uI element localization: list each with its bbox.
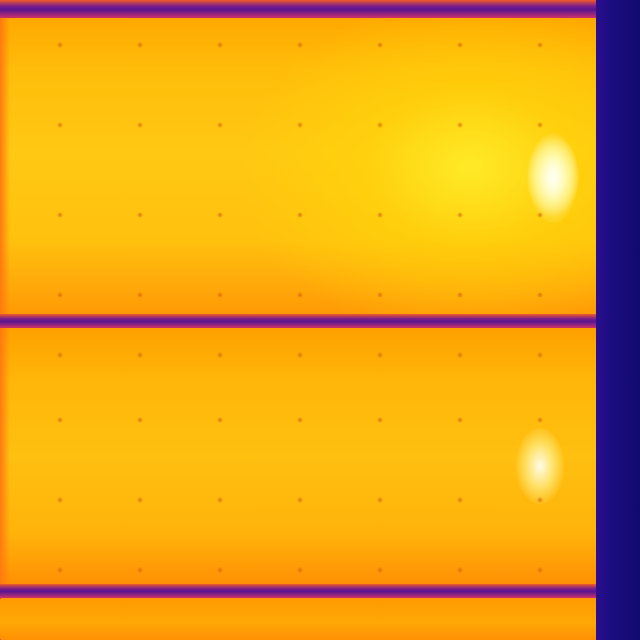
cell-junction-dot [377, 417, 383, 423]
cell-junction-dot [57, 122, 63, 128]
cell-junction-dot [137, 567, 143, 573]
cell-junction-dot [377, 42, 383, 48]
top-frame-rail [0, 0, 628, 18]
cell-junction-dot [137, 497, 143, 503]
cell-junction-dot [377, 212, 383, 218]
cell-junction-dot [377, 567, 383, 573]
cell-junction-dot [217, 42, 223, 48]
solar-panel-top [0, 18, 618, 314]
cell-junction-dot [57, 42, 63, 48]
cell-junction-dot [217, 497, 223, 503]
cell-junction-dot [217, 212, 223, 218]
cell-junction-dot [457, 42, 463, 48]
cell-junction-dot [137, 42, 143, 48]
cell-junction-dot [217, 567, 223, 573]
cell-junction-dot [137, 212, 143, 218]
cell-junction-dot [537, 352, 543, 358]
cell-junction-dot [137, 122, 143, 128]
cell-junction-dot [377, 122, 383, 128]
cell-junction-dot [457, 567, 463, 573]
cell-junction-dot [57, 292, 63, 298]
cell-junction-dot [377, 497, 383, 503]
cell-junction-dot [297, 212, 303, 218]
cell-junction-dot [537, 497, 543, 503]
middle-frame-rail [0, 314, 628, 328]
cell-junction-dot [457, 497, 463, 503]
cold-frame-edge [596, 0, 640, 640]
cell-junction-dot [57, 567, 63, 573]
cell-junction-dot [137, 352, 143, 358]
cell-junction-dot [457, 122, 463, 128]
cell-junction-dot [537, 292, 543, 298]
cell-junction-dot [57, 417, 63, 423]
cell-junction-dot [537, 42, 543, 48]
cell-junction-dot [297, 122, 303, 128]
hotspot-middle [516, 428, 564, 504]
cell-junction-dot [137, 292, 143, 298]
panel-edge [0, 328, 10, 584]
cell-junction-dot [377, 292, 383, 298]
bottom-frame-rail [0, 584, 628, 598]
cell-junction-dot [457, 212, 463, 218]
cell-junction-dot [297, 567, 303, 573]
cell-junction-dot [537, 417, 543, 423]
cell-junction-dot [217, 292, 223, 298]
cell-junction-dot [537, 122, 543, 128]
solar-panel-bottom [0, 598, 618, 640]
cell-junction-dot [457, 292, 463, 298]
cell-junction-dot [57, 212, 63, 218]
cell-junction-dot [457, 352, 463, 358]
cell-junction-dot [297, 497, 303, 503]
cell-junction-dot [297, 352, 303, 358]
cell-junction-dot [297, 42, 303, 48]
cell-junction-dot [137, 417, 143, 423]
cell-junction-dot [297, 417, 303, 423]
cell-junction-dot [217, 122, 223, 128]
cell-junction-dot [217, 352, 223, 358]
cell-junction-dot [537, 567, 543, 573]
cell-junction-dot [297, 292, 303, 298]
panel-edge [0, 18, 10, 314]
cell-junction-dot [57, 352, 63, 358]
cell-junction-dot [57, 497, 63, 503]
cell-junction-dot [457, 417, 463, 423]
cell-junction-dot [217, 417, 223, 423]
hotspot-top [528, 133, 578, 223]
cell-junction-dot [377, 352, 383, 358]
cell-junction-dot [537, 212, 543, 218]
solar-panel-middle [0, 328, 618, 584]
